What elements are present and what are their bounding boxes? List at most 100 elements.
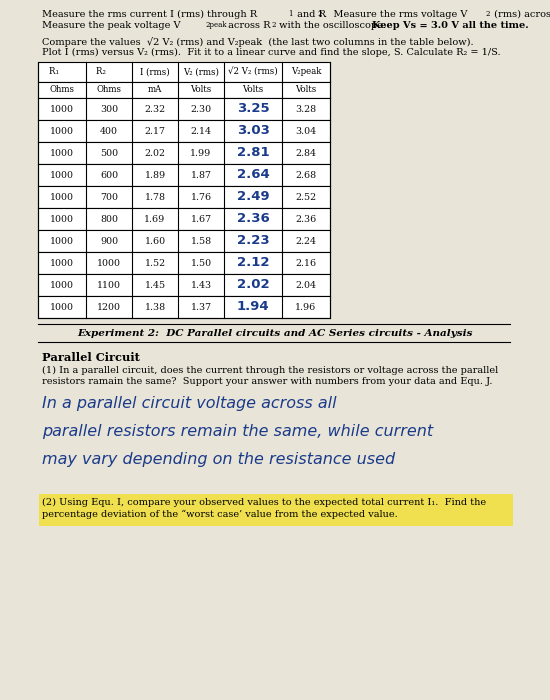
Text: mA: mA xyxy=(148,85,162,94)
Text: 1.78: 1.78 xyxy=(145,193,166,202)
Bar xyxy=(38,164,330,186)
Text: 1.94: 1.94 xyxy=(236,300,270,314)
Text: 1.89: 1.89 xyxy=(145,171,166,179)
Text: 1000: 1000 xyxy=(50,258,74,267)
Text: 600: 600 xyxy=(100,171,118,179)
Text: 800: 800 xyxy=(100,214,118,223)
Text: 1000: 1000 xyxy=(50,148,74,158)
Text: 2peak: 2peak xyxy=(205,21,227,29)
Bar xyxy=(38,274,330,296)
Text: √2 V₂ (rms): √2 V₂ (rms) xyxy=(228,67,278,76)
Text: 2: 2 xyxy=(271,21,276,29)
Text: 1000: 1000 xyxy=(50,302,74,312)
Text: (2) Using Equ. I, compare your observed values to the expected total current I₁.: (2) Using Equ. I, compare your observed … xyxy=(42,498,486,507)
Bar xyxy=(38,98,330,120)
Text: .  Measure the rms voltage V: . Measure the rms voltage V xyxy=(324,10,468,19)
Text: 700: 700 xyxy=(100,193,118,202)
Text: 1000: 1000 xyxy=(50,281,74,290)
Text: 1000: 1000 xyxy=(50,104,74,113)
Text: 2.14: 2.14 xyxy=(190,127,212,136)
Text: 1: 1 xyxy=(288,10,293,18)
Text: 2: 2 xyxy=(318,10,322,18)
Text: 2.24: 2.24 xyxy=(295,237,316,246)
Text: Volts: Volts xyxy=(190,85,212,94)
Text: Measure the rms current I (rms) through R: Measure the rms current I (rms) through … xyxy=(42,10,257,19)
Text: 2.32: 2.32 xyxy=(145,104,166,113)
Text: with the oscilloscope.: with the oscilloscope. xyxy=(276,21,392,30)
Text: 2.84: 2.84 xyxy=(295,148,316,158)
Bar xyxy=(38,252,330,274)
Text: In a parallel circuit voltage across all: In a parallel circuit voltage across all xyxy=(42,396,337,411)
Text: 3.04: 3.04 xyxy=(295,127,317,136)
Text: resistors ramain the same?  Support your answer with numbers from your data and : resistors ramain the same? Support your … xyxy=(42,377,492,386)
Text: 1.45: 1.45 xyxy=(145,281,166,290)
Text: R₁: R₁ xyxy=(49,67,75,76)
Text: 3.03: 3.03 xyxy=(236,125,270,137)
Text: 1.43: 1.43 xyxy=(190,281,212,290)
Text: 2.81: 2.81 xyxy=(236,146,270,160)
Text: 2: 2 xyxy=(485,10,490,18)
Text: Experiment 2:  DC Parallel circuits and AC Series circuits - Analysis: Experiment 2: DC Parallel circuits and A… xyxy=(77,329,473,338)
Text: 1000: 1000 xyxy=(97,258,121,267)
Text: 3.25: 3.25 xyxy=(236,102,270,116)
Text: 900: 900 xyxy=(100,237,118,246)
Bar xyxy=(39,494,513,526)
Text: 1.60: 1.60 xyxy=(145,237,166,246)
Text: Parallel Circuit: Parallel Circuit xyxy=(42,352,140,363)
Text: 2.64: 2.64 xyxy=(236,169,270,181)
Text: Ohms: Ohms xyxy=(50,85,74,94)
Text: 1.58: 1.58 xyxy=(190,237,212,246)
Text: Keep Vs = 3.0 V all the time.: Keep Vs = 3.0 V all the time. xyxy=(372,21,529,30)
Text: 2.17: 2.17 xyxy=(145,127,166,136)
Text: V₂peak: V₂peak xyxy=(291,67,321,76)
Text: across R: across R xyxy=(225,21,271,30)
Text: (rms) across R: (rms) across R xyxy=(491,10,550,19)
Text: 2.36: 2.36 xyxy=(295,214,317,223)
Text: I (rms): I (rms) xyxy=(140,67,170,76)
Text: 1000: 1000 xyxy=(50,127,74,136)
Text: 2.49: 2.49 xyxy=(236,190,270,204)
Text: 1.38: 1.38 xyxy=(145,302,166,312)
Text: percentage deviation of the “worst case’ value from the expected value.: percentage deviation of the “worst case’… xyxy=(42,510,398,519)
Text: parallel resistors remain the same, while current: parallel resistors remain the same, whil… xyxy=(42,424,433,439)
Text: Volts: Volts xyxy=(243,85,263,94)
Text: 2.02: 2.02 xyxy=(236,279,270,291)
Text: 3.28: 3.28 xyxy=(295,104,317,113)
Bar xyxy=(38,142,330,164)
Text: 1.99: 1.99 xyxy=(190,148,212,158)
Text: V₂ (rms): V₂ (rms) xyxy=(183,67,219,76)
Text: Measure the peak voltage V: Measure the peak voltage V xyxy=(42,21,180,30)
Text: 2.68: 2.68 xyxy=(295,171,317,179)
Text: and R: and R xyxy=(294,10,326,19)
Bar xyxy=(38,82,330,98)
Text: 1000: 1000 xyxy=(50,193,74,202)
Text: 2.36: 2.36 xyxy=(236,213,270,225)
Bar xyxy=(38,296,330,318)
Bar xyxy=(38,208,330,230)
Text: 2.52: 2.52 xyxy=(295,193,317,202)
Text: Volts: Volts xyxy=(295,85,317,94)
Text: 1.67: 1.67 xyxy=(190,214,212,223)
Text: (1) In a parallel circuit, does the current through the resistors or voltage acr: (1) In a parallel circuit, does the curr… xyxy=(42,366,498,375)
Text: 400: 400 xyxy=(100,127,118,136)
Bar xyxy=(38,186,330,208)
Text: R₂: R₂ xyxy=(96,67,122,76)
Text: Compare the values  √2 V₂ (rms) and V₂peak  (the last two columns in the table b: Compare the values √2 V₂ (rms) and V₂pea… xyxy=(42,37,474,47)
Bar xyxy=(38,120,330,142)
Text: 1.76: 1.76 xyxy=(190,193,212,202)
Text: 1.87: 1.87 xyxy=(190,171,212,179)
Bar xyxy=(38,62,330,82)
Text: 1.69: 1.69 xyxy=(144,214,166,223)
Text: 1.37: 1.37 xyxy=(190,302,212,312)
Text: 2.02: 2.02 xyxy=(145,148,166,158)
Text: 1.96: 1.96 xyxy=(295,302,317,312)
Text: 2.16: 2.16 xyxy=(295,258,317,267)
Bar xyxy=(38,230,330,252)
Text: Ohms: Ohms xyxy=(96,85,122,94)
Text: 500: 500 xyxy=(100,148,118,158)
Text: Plot I (rms) versus V₂ (rms).  Fit it to a linear curve and find the slope, S. C: Plot I (rms) versus V₂ (rms). Fit it to … xyxy=(42,48,501,57)
Text: 1200: 1200 xyxy=(97,302,121,312)
Text: 1000: 1000 xyxy=(50,214,74,223)
Text: 1000: 1000 xyxy=(50,237,74,246)
Text: 1100: 1100 xyxy=(97,281,121,290)
